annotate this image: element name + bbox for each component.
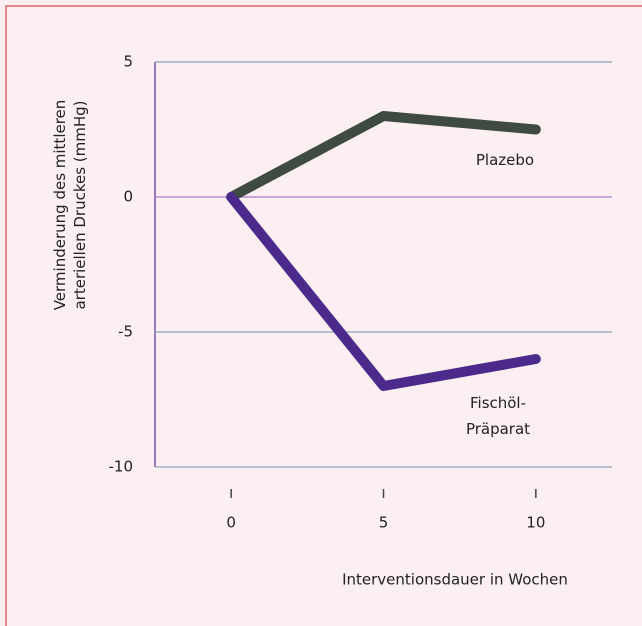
y-tick-label: 5 xyxy=(123,53,133,71)
series-label-line: Präparat xyxy=(466,420,530,438)
y-tick-label: -5 xyxy=(118,323,133,341)
line xyxy=(226,192,541,391)
x-tick-label: 10 xyxy=(526,514,545,532)
x-tick-label: 0 xyxy=(226,514,236,532)
y-tick-label: 0 xyxy=(123,188,133,206)
y-tick-label: -10 xyxy=(109,458,134,476)
series-label-line: Fischöl- xyxy=(470,394,526,412)
series-label: Fischöl- Präparat xyxy=(466,394,530,438)
y-axis-label-line: arteriellen Druckes (mmHg) xyxy=(71,100,89,309)
frame xyxy=(5,5,642,626)
line xyxy=(226,111,541,202)
series-label: Plazebo xyxy=(476,151,534,169)
x-tick-label: 5 xyxy=(379,514,389,532)
y-axis-label: Verminderung des mittleren arteriellen Dr… xyxy=(51,100,89,311)
x-axis-label: Interventionsdauer in Wochen xyxy=(342,571,568,589)
y-axis-label-line: Verminderung des mittleren xyxy=(51,100,69,311)
series-label-line: Plazebo xyxy=(476,151,534,169)
